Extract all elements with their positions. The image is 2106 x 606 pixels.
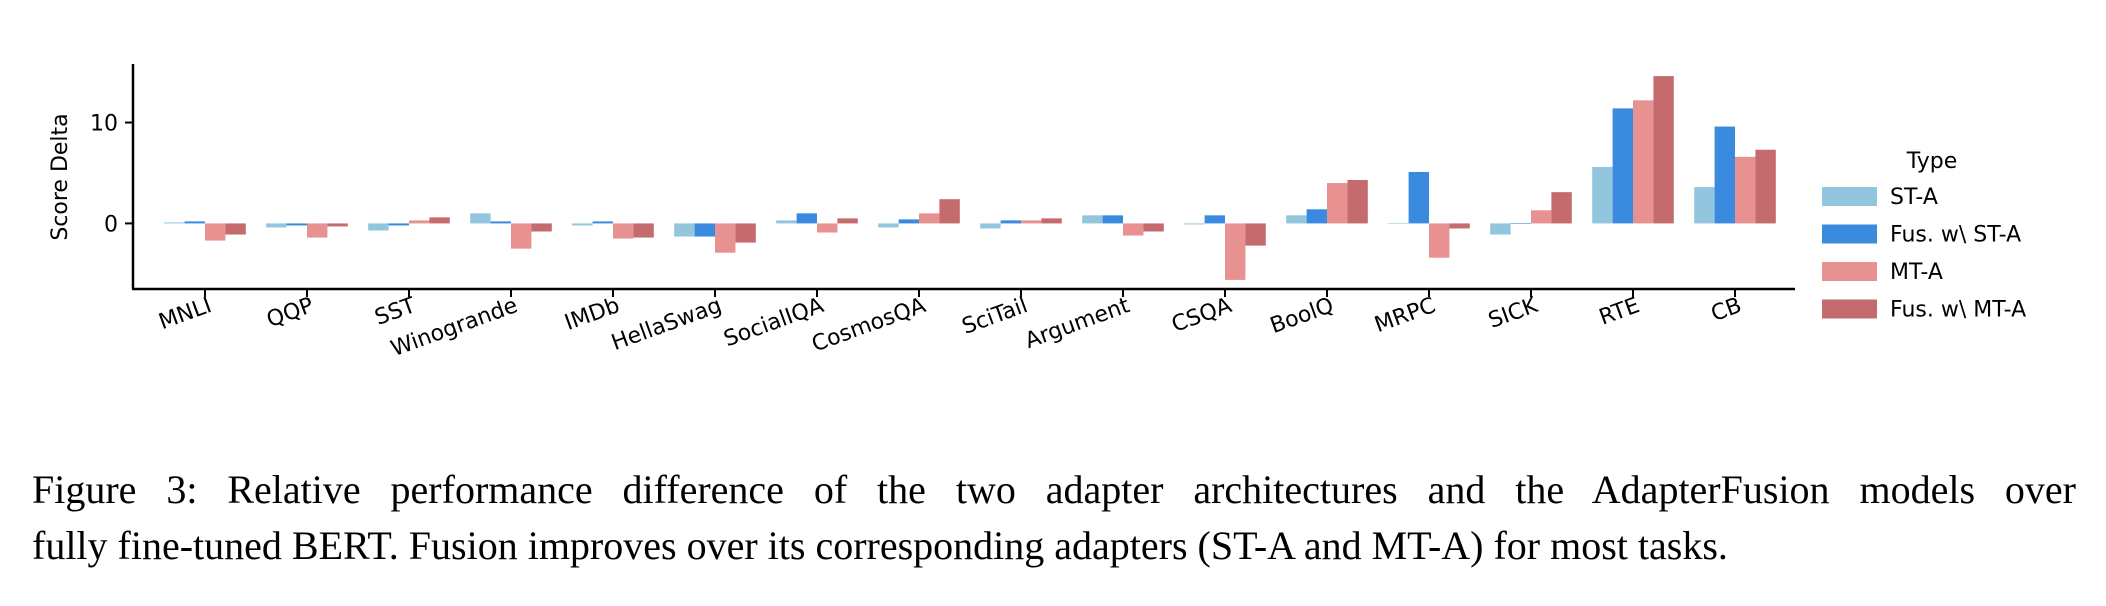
bar-sick-st-a: [1490, 223, 1511, 235]
x-tick-label: Argument: [1022, 293, 1133, 354]
bar-csqa-mt-a: [1225, 223, 1246, 280]
bar-csqa-fus-w-mt-a: [1245, 223, 1266, 246]
y-tick-label: 10: [90, 112, 118, 137]
bar-cb-fus-w-st-a: [1714, 126, 1735, 224]
bar-sick-mt-a: [1531, 210, 1552, 224]
x-tick-label: HellaSwag: [608, 293, 725, 356]
legend-swatch: [1822, 299, 1877, 319]
bar-sst-st-a: [368, 223, 389, 231]
x-tick-label: QQP: [263, 293, 317, 333]
legend-label: Fus. w\ ST-A: [1890, 223, 2021, 248]
bar-rte-mt-a: [1633, 100, 1654, 224]
legend-label: MT-A: [1890, 260, 1943, 285]
bar-cb-mt-a: [1735, 156, 1756, 224]
bar-winogrande-fus-w-st-a: [490, 221, 511, 224]
legend: Type ST-A Fus. w\ ST-A MT-A Fus. w\ MT-A: [1822, 149, 2026, 323]
legend-swatch: [1822, 187, 1877, 206]
bar-csqa-fus-w-st-a: [1204, 215, 1225, 224]
bar-scitail-st-a: [980, 223, 1001, 229]
bar-winogrande-fus-w-mt-a: [531, 223, 552, 232]
bar-mrpc-fus-w-mt-a: [1449, 223, 1470, 229]
bar-boolq-mt-a: [1327, 183, 1348, 224]
axes-group: [131, 64, 1795, 291]
bar-imdb-fus-w-mt-a: [633, 223, 654, 238]
legend-swatch: [1822, 224, 1877, 244]
legend-title: Type: [1906, 149, 1958, 174]
y-axis-title: Score Delta: [48, 113, 73, 240]
bar-scitail-fus-w-mt-a: [1041, 218, 1062, 224]
bar-sst-fus-w-mt-a: [429, 217, 450, 224]
bar-qqp-mt-a: [307, 223, 328, 238]
bar-mnli-fus-w-mt-a: [225, 223, 246, 235]
bar-scitail-fus-w-st-a: [1000, 220, 1021, 224]
x-tick-label: SciTail: [959, 293, 1031, 340]
bar-socialiqa-fus-w-mt-a: [837, 218, 858, 224]
x-tick-label: RTE: [1596, 293, 1643, 331]
bar-cosmosqa-fus-w-st-a: [898, 219, 919, 224]
bars-group: [164, 76, 1776, 280]
bar-rte-fus-w-mt-a: [1653, 76, 1674, 224]
bar-sst-fus-w-st-a: [388, 223, 409, 226]
bar-mnli-mt-a: [205, 223, 226, 241]
bar-argument-fus-w-st-a: [1102, 215, 1123, 224]
bar-mrpc-mt-a: [1429, 223, 1450, 258]
bar-socialiqa-fus-w-st-a: [796, 213, 817, 224]
bar-scitail-mt-a: [1021, 220, 1042, 224]
bar-argument-fus-w-mt-a: [1143, 223, 1164, 232]
bar-hellaswag-fus-w-st-a: [694, 223, 715, 237]
bar-sst-mt-a: [409, 220, 430, 224]
bar-rte-st-a: [1592, 166, 1613, 224]
x-tick-label: SICK: [1485, 293, 1541, 334]
bar-cosmosqa-mt-a: [919, 213, 940, 224]
legend-items: ST-A Fus. w\ ST-A MT-A Fus. w\ MT-A: [1822, 185, 2026, 323]
bar-csqa-st-a: [1184, 223, 1205, 225]
bar-qqp-fus-w-mt-a: [327, 223, 348, 227]
x-tick-label: MNLI: [156, 293, 215, 335]
legend-label: ST-A: [1890, 185, 1938, 210]
bar-argument-st-a: [1082, 215, 1103, 224]
bar-socialiqa-mt-a: [817, 223, 838, 233]
bar-cosmosqa-fus-w-mt-a: [939, 199, 960, 224]
bar-winogrande-st-a: [470, 213, 491, 224]
bar-argument-mt-a: [1123, 223, 1144, 236]
bar-qqp-st-a: [266, 223, 287, 228]
bar-imdb-st-a: [572, 223, 593, 226]
bar-mnli-fus-w-st-a: [184, 221, 205, 224]
bar-hellaswag-fus-w-mt-a: [735, 223, 756, 243]
legend-label: Fus. w\ MT-A: [1890, 298, 2026, 323]
bar-mrpc-fus-w-st-a: [1408, 171, 1429, 224]
bar-sick-fus-w-mt-a: [1551, 192, 1572, 224]
bar-cosmosqa-st-a: [878, 223, 899, 228]
bar-imdb-fus-w-st-a: [592, 221, 613, 224]
bar-winogrande-mt-a: [511, 223, 532, 249]
bar-qqp-fus-w-st-a: [286, 223, 307, 226]
bar-cb-st-a: [1694, 187, 1715, 224]
caption-line-2: fully fine-tuned BERT. Fusion improves o…: [32, 523, 1728, 568]
caption-line-1: Figure 3: Relative performance differenc…: [32, 467, 2076, 512]
bar-boolq-fus-w-mt-a: [1347, 180, 1368, 224]
bar-mrpc-st-a: [1388, 223, 1409, 225]
x-tick-label: SST: [372, 293, 420, 331]
bar-hellaswag-mt-a: [715, 223, 736, 253]
bar-boolq-fus-w-st-a: [1306, 209, 1327, 224]
y-ticks-group: 0 10: [90, 112, 133, 237]
bar-boolq-st-a: [1286, 215, 1307, 224]
bar-sick-fus-w-st-a: [1510, 223, 1531, 225]
x-tick-label: CosmosQA: [809, 293, 929, 357]
bar-cb-fus-w-mt-a: [1755, 149, 1776, 224]
bar-mnli-st-a: [164, 222, 185, 224]
x-tick-label: MRPC: [1371, 293, 1439, 338]
figure-caption: Figure 3: Relative performance differenc…: [32, 462, 2076, 574]
x-tick-label: CSQA: [1169, 293, 1236, 338]
bar-rte-fus-w-st-a: [1612, 108, 1633, 224]
legend-swatch: [1822, 262, 1877, 281]
bar-hellaswag-st-a: [674, 223, 695, 237]
y-tick-label: 0: [104, 212, 118, 237]
x-tick-label: BoolQ: [1267, 293, 1337, 339]
bar-socialiqa-st-a: [776, 220, 797, 224]
x-tick-label: CB: [1708, 293, 1745, 327]
bar-imdb-mt-a: [613, 223, 634, 239]
